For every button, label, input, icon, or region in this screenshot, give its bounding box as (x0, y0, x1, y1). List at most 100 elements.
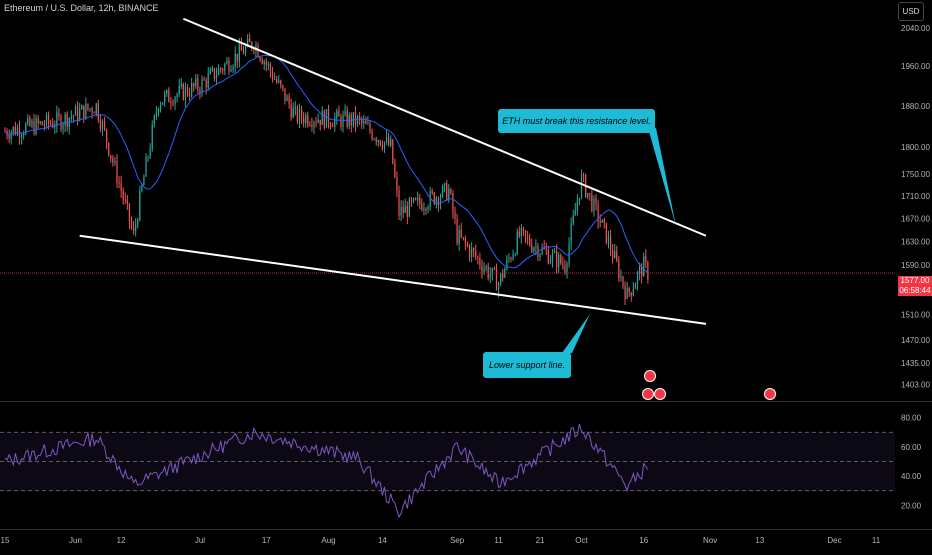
candle-body (251, 41, 253, 49)
candle-body (473, 248, 475, 251)
candle-body (497, 283, 500, 291)
candle-body (329, 123, 332, 127)
candle-body (16, 127, 19, 135)
candle-body (356, 116, 359, 125)
candle-body (520, 227, 523, 237)
candle-body (450, 188, 452, 194)
support-callout[interactable]: Lower support line. (483, 352, 571, 378)
candle-body (489, 274, 491, 278)
candle-body (271, 71, 274, 80)
candle-body (315, 122, 317, 124)
candle-body (437, 197, 440, 205)
candle-body (636, 273, 639, 285)
candle-body (95, 103, 97, 114)
candle-body (624, 285, 626, 299)
candle-body (541, 247, 543, 254)
candle-body (377, 140, 379, 143)
candle-body (323, 111, 325, 128)
candle-body (479, 257, 481, 266)
candle-body (298, 108, 301, 122)
candle-body (58, 112, 60, 117)
candle-body (435, 197, 437, 205)
candle-body (321, 111, 323, 125)
candle-body (224, 64, 226, 71)
candle-body (292, 108, 294, 118)
candle-body (269, 64, 272, 72)
candle-body (493, 267, 496, 270)
candle-body (215, 75, 218, 79)
candle-body (533, 247, 535, 252)
candle-body (191, 83, 193, 96)
candle-body (195, 78, 197, 87)
candle-body (35, 118, 37, 134)
candle-body (311, 124, 313, 127)
currency-button[interactable]: USD (898, 2, 924, 21)
candle-body (45, 114, 48, 126)
candle-body (130, 221, 133, 227)
last-price-tag: 1577.00 06:58:44 (898, 276, 932, 296)
candle-body (626, 287, 628, 299)
candle-body (614, 251, 616, 258)
candle-body (159, 104, 162, 109)
candle-body (526, 236, 529, 238)
price-axis-label: 1435.00 (901, 359, 930, 368)
candle-body (566, 263, 568, 273)
candle-body (56, 112, 58, 127)
rsi-axis-label: 80.00 (901, 414, 922, 423)
candle-body (29, 117, 31, 126)
candle-body (630, 292, 632, 296)
candle-body (462, 237, 464, 239)
candle-body (645, 256, 647, 263)
candle-body (477, 256, 479, 258)
candle-body (512, 254, 514, 260)
candle-body (358, 116, 361, 119)
candle-body (388, 137, 390, 146)
candle-body (607, 236, 610, 244)
candle-body (562, 263, 564, 266)
candle-body (112, 157, 114, 163)
candle-body (76, 106, 79, 120)
candle-body (37, 118, 39, 124)
time-axis-label: 15 (1, 536, 10, 545)
candle-body (228, 60, 230, 72)
candle-body (433, 192, 435, 205)
candle-body (510, 258, 512, 260)
price-axis-label: 1880.00 (901, 102, 930, 111)
candle-body (280, 80, 282, 86)
candle-body (466, 243, 469, 247)
candle-body (439, 196, 442, 205)
candle-body (373, 138, 375, 140)
resistance-callout[interactable]: ETH must break this resistance level. (498, 109, 655, 133)
candle-body (638, 266, 641, 274)
candle-body (365, 121, 367, 124)
candle-body (553, 251, 556, 253)
candle-body (601, 219, 603, 223)
candle-body (114, 160, 116, 163)
candle-body (406, 206, 408, 217)
candle-body (595, 198, 597, 205)
candle-body (414, 198, 417, 200)
candle-body (379, 140, 381, 146)
candle-body (240, 44, 243, 51)
candle-body (421, 203, 423, 211)
time-axis-label: Jun (69, 536, 82, 545)
candle-body (105, 129, 108, 143)
time-axis-label: Sep (450, 536, 465, 545)
candle-body (244, 46, 247, 54)
candle-body (545, 248, 547, 251)
moving-average-line (4, 55, 649, 274)
time-axis-label: 11 (872, 536, 881, 545)
candle-body (234, 53, 236, 67)
last-price-value: 1577.00 (900, 276, 930, 285)
candle-body (178, 85, 180, 95)
candle-body (81, 105, 83, 110)
candle-body (8, 135, 10, 139)
candle-body (139, 190, 141, 221)
candle-body (87, 103, 89, 110)
candle-body (161, 102, 164, 105)
candle-body (303, 118, 305, 123)
candle-body (305, 115, 307, 123)
candle-body (118, 183, 120, 185)
